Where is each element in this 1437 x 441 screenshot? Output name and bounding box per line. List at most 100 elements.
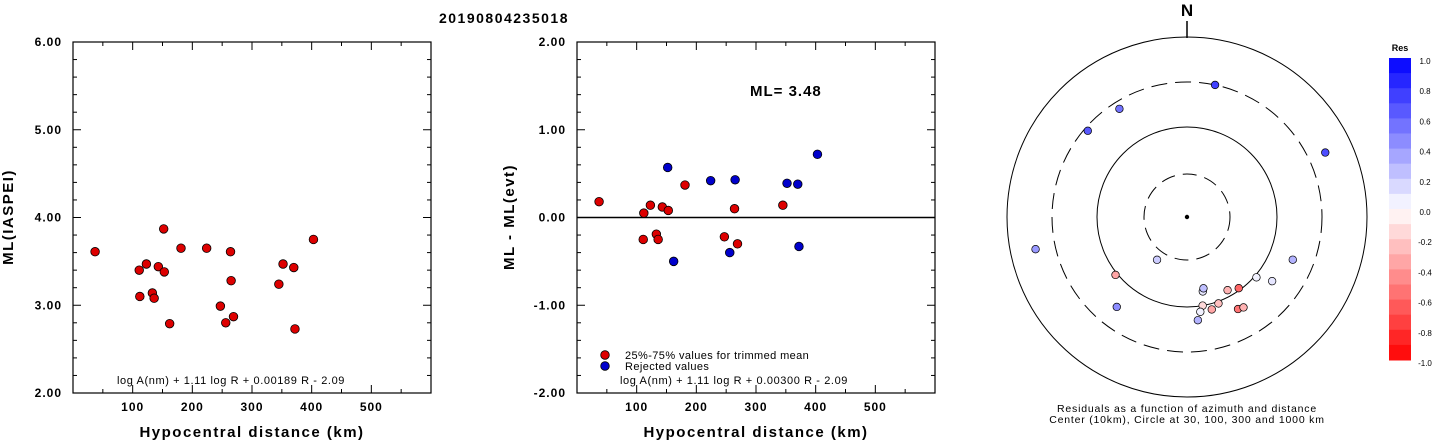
data-point — [680, 180, 690, 190]
y-tick-label: 2.00 — [539, 35, 566, 49]
y-tick-label: 4.00 — [35, 211, 62, 225]
x-axis-ticks: 100 200 300 400 500 — [102, 42, 402, 414]
rejected-data-point — [725, 247, 735, 258]
station-marker — [1210, 80, 1220, 90]
station-marker — [1267, 277, 1277, 286]
station-marker — [1111, 270, 1120, 280]
y-tick-label: 2.00 — [35, 386, 62, 400]
legend: 25%-75% values for trimmed mean Rejected… — [600, 350, 809, 373]
data-point — [274, 279, 284, 289]
y-axis-ticks: -2.00 -1.00 0.00 1.00 2.00 — [534, 35, 935, 400]
station-markers — [1031, 80, 1330, 325]
colorbar-cell — [1389, 103, 1411, 119]
y-tick-label: 6.00 — [35, 35, 62, 49]
station-marker — [1207, 305, 1216, 314]
station-marker — [1234, 284, 1243, 293]
x-tick-label: 100 — [625, 400, 648, 414]
colorbar-label: -0.4 — [1418, 268, 1432, 277]
y-axis-label: ML - ML(evt) — [501, 164, 518, 270]
station-marker — [1288, 255, 1297, 264]
x-tick-label: 300 — [744, 400, 767, 414]
station-marker — [1031, 245, 1040, 254]
colorbar-cell — [1389, 58, 1411, 74]
data-point — [653, 234, 663, 245]
colorbar-cell — [1389, 209, 1411, 225]
colorbar-cell — [1389, 73, 1411, 89]
legend-marker-trimmed — [600, 350, 610, 360]
rejected-data-point — [705, 175, 716, 186]
residual-colorbar: Res 1.0 0.8 0.6 0.4 0.2 0.0 -0.2 -0.4 -0.6 -0.8 -1… — [1389, 43, 1432, 368]
colorbar-label: -0.6 — [1418, 299, 1432, 308]
station-marker — [1152, 255, 1162, 264]
data-point — [645, 200, 656, 210]
data-point — [719, 232, 730, 242]
ml-value-label: ML= 3.48 — [750, 83, 822, 100]
rejected-data-point — [730, 175, 740, 185]
event-id-title: 20190804235018 — [439, 10, 569, 26]
y-tick-label: 0.00 — [539, 211, 566, 225]
colorbar-labels: 1.0 0.8 0.6 0.4 0.2 0.0 -0.2 -0.4 -0.6 -0.8 -1.0 — [1418, 57, 1432, 368]
station-marker — [1214, 299, 1223, 308]
azimuth-residual-map: N Residuals as a function of azimuth and… — [1006, 1, 1368, 426]
y-tick-label: -1.00 — [534, 298, 566, 312]
colorbar-label: 0.8 — [1419, 87, 1431, 96]
rejected-data-point — [794, 241, 804, 252]
data-point — [153, 261, 164, 272]
x-tick-label: 400 — [300, 400, 323, 414]
colorbar-label: -1.0 — [1418, 359, 1432, 368]
x-tick-label: 400 — [804, 400, 827, 414]
colorbar-cell — [1389, 118, 1411, 134]
colorbar-label: 0.0 — [1419, 208, 1431, 217]
data-points — [90, 224, 319, 334]
data-point — [159, 267, 169, 277]
station-marker — [1115, 104, 1124, 113]
station-marker — [1193, 316, 1202, 325]
x-tick-label: 200 — [181, 400, 204, 414]
colorbar-cell — [1389, 344, 1411, 361]
rejected-data-point — [812, 149, 823, 160]
data-point — [176, 243, 186, 253]
station-marker — [1196, 307, 1205, 316]
legend-marker-rejected — [600, 361, 610, 371]
x-tick-label: 500 — [864, 400, 887, 414]
legend-label-rejected: Rejected values — [625, 361, 709, 373]
colorbar-cell — [1389, 148, 1411, 165]
data-point — [215, 301, 226, 311]
colorbar-cell — [1389, 254, 1411, 270]
colorbar-label: 0.4 — [1419, 148, 1431, 157]
magnitude-distance-panel: 100 200 300 400 500 2.00 3.00 4.00 5.00 6.00 log… — [0, 35, 432, 441]
data-point — [228, 311, 239, 322]
rejected-data-point — [793, 179, 803, 189]
station-marker — [1321, 148, 1330, 157]
data-point — [226, 275, 236, 286]
data-point — [149, 293, 159, 303]
ring-100km — [1096, 126, 1278, 308]
colorbar-label: 0.6 — [1419, 117, 1431, 126]
y-tick-label: 1.00 — [539, 123, 566, 137]
data-point — [90, 247, 100, 257]
ring-1000km — [1006, 36, 1368, 398]
station-marker — [1083, 126, 1092, 135]
rejected-data-point — [668, 256, 679, 267]
data-point — [135, 291, 145, 302]
map-caption-line2: Center (10km), Circle at 30, 100, 300 an… — [1049, 414, 1325, 426]
data-point — [225, 247, 236, 257]
colorbar-cell — [1389, 269, 1411, 285]
data-point — [278, 259, 288, 269]
data-point — [732, 239, 743, 249]
data-point — [308, 234, 319, 245]
data-point — [290, 324, 300, 334]
rejected-data-point — [782, 178, 792, 188]
colorbar-cell — [1389, 299, 1411, 316]
colorbar-cell — [1389, 163, 1411, 180]
colorbar-cell — [1389, 284, 1411, 301]
x-axis-ticks: 100 200 300 400 500 — [606, 42, 906, 414]
station-marker — [1112, 302, 1121, 312]
regression-formula: log A(nm) + 1.11 log R + 0.00189 R - 2.0… — [117, 375, 345, 387]
colorbar-cell — [1389, 88, 1411, 104]
map-caption-line1: Residuals as a function of azimuth and d… — [1057, 403, 1317, 415]
colorbar-cell — [1389, 239, 1411, 255]
y-axis-label: ML(IASPEI) — [0, 169, 17, 265]
x-tick-label: 100 — [121, 400, 144, 414]
colorbar-cell — [1389, 133, 1411, 150]
